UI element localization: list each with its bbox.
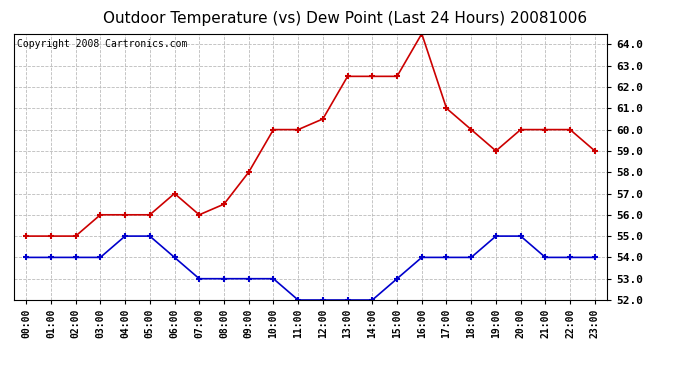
Text: Copyright 2008 Cartronics.com: Copyright 2008 Cartronics.com (17, 39, 187, 49)
Text: Outdoor Temperature (vs) Dew Point (Last 24 Hours) 20081006: Outdoor Temperature (vs) Dew Point (Last… (103, 11, 587, 26)
